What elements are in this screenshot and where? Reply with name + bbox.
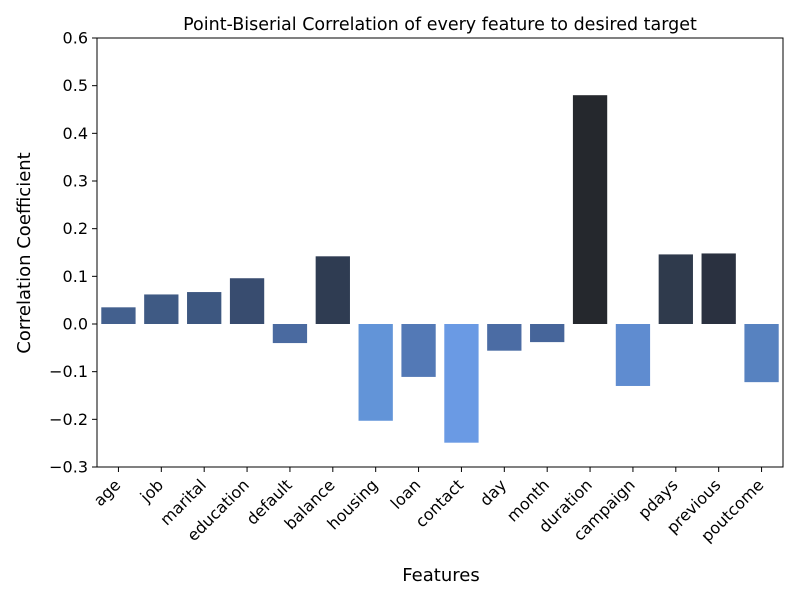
bar-default [272, 324, 308, 344]
bar-month [530, 324, 565, 343]
x-tick-label: age [90, 475, 125, 510]
y-tick-label: 0.2 [63, 219, 88, 238]
bar-duration [572, 95, 608, 324]
bar-poutcome [744, 324, 779, 383]
x-tick-label: loan [387, 475, 425, 513]
bar-age [101, 307, 136, 324]
y-tick-label: −0.1 [49, 362, 88, 381]
x-tick-label: day [476, 475, 510, 509]
x-axis-label: Features [402, 565, 479, 586]
bar-loan [401, 324, 436, 377]
chart-title: Point-Biserial Correlation of every feat… [183, 15, 697, 35]
x-tick-label: job [136, 475, 167, 506]
y-tick-label: 0.6 [63, 29, 88, 48]
x-tick-label: contact [411, 475, 467, 531]
y-tick-label: 0.1 [63, 267, 88, 286]
bar-housing [358, 324, 393, 421]
y-tick-label: 0.4 [63, 124, 88, 143]
y-axis: −0.3 −0.2 −0.1 0.0 0.1 0.2 0.3 0.4 0.5 0.6 [49, 29, 97, 477]
bar-day [487, 324, 522, 351]
y-tick-label: 0.3 [63, 172, 88, 191]
y-tick-label: −0.2 [49, 410, 88, 429]
bar-marital [187, 292, 222, 324]
x-axis: age jobmaritaleducationdefaultbalancehous… [90, 467, 767, 546]
y-axis-label: Correlation Coefficient [14, 152, 35, 353]
y-tick-label: 0.5 [63, 76, 88, 95]
bar-previous [701, 253, 736, 324]
bar-job [144, 294, 179, 324]
bar-contact [444, 324, 479, 443]
y-tick-label: −0.3 [49, 458, 88, 477]
plot-frame [96, 37, 784, 468]
y-tick-label: 0.0 [63, 315, 88, 334]
bar-pdays [658, 254, 693, 324]
bar-education [229, 278, 265, 324]
bar-balance [315, 256, 350, 324]
bar-campaign [615, 324, 651, 386]
bars-layer [101, 95, 779, 443]
